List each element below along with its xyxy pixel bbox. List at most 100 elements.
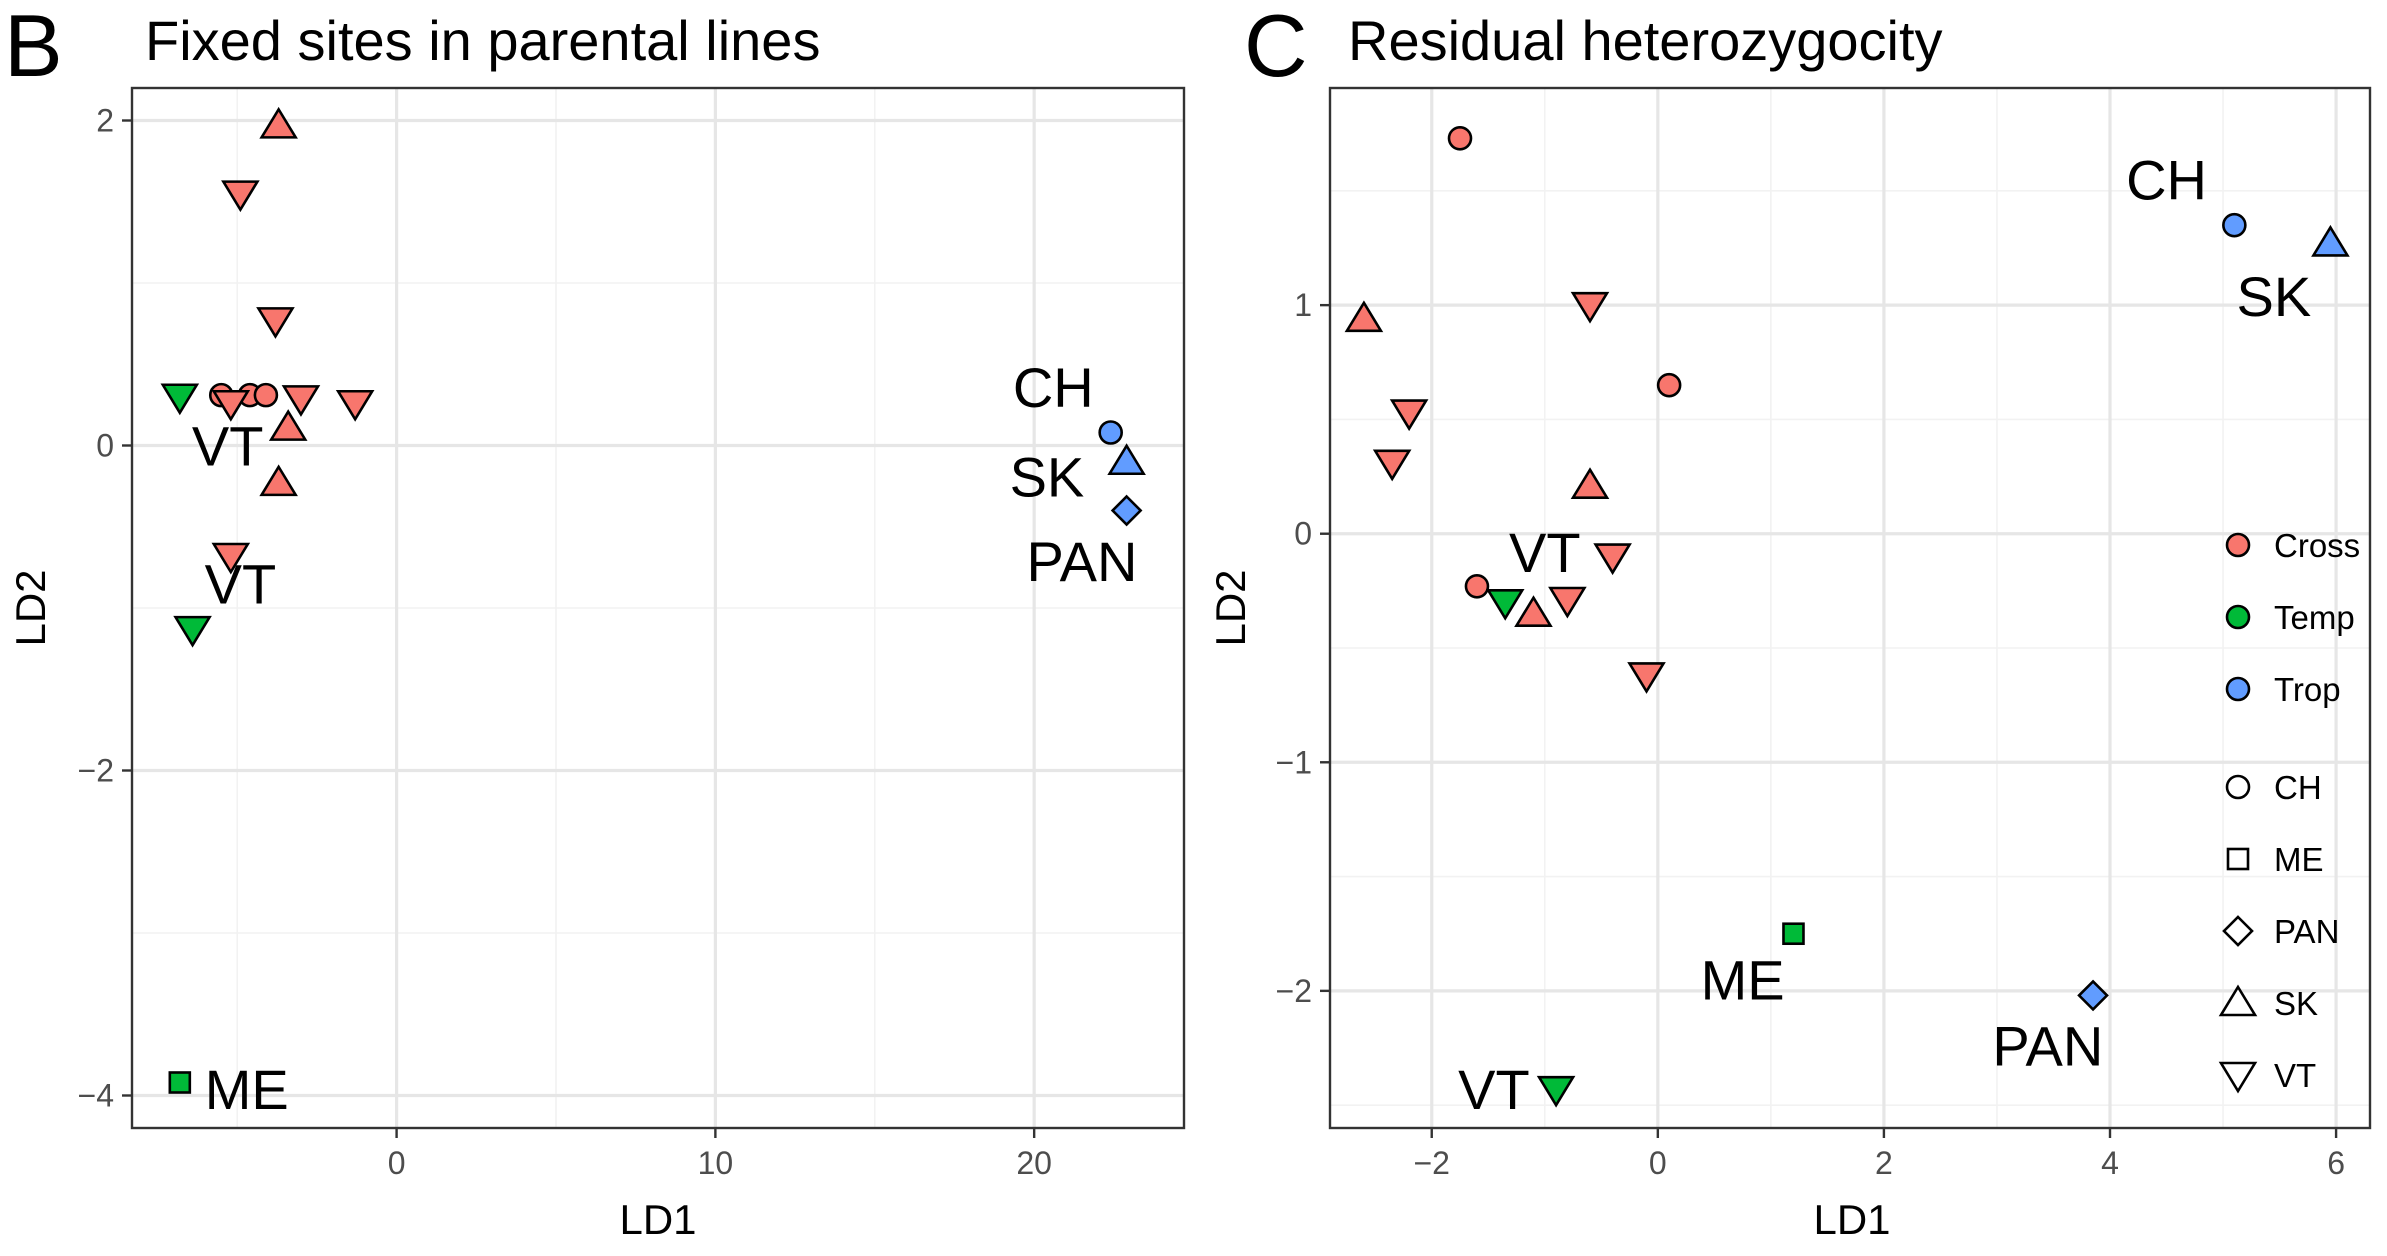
y-tick-label: −1 — [1276, 744, 1312, 780]
point-trop-ch — [1098, 420, 1123, 445]
point-temp-vt — [1536, 1075, 1576, 1108]
x-tick-label: −2 — [1413, 1145, 1449, 1181]
panel-c-grid — [1330, 88, 2370, 1128]
point-cross-sk — [1344, 300, 1384, 333]
legend-label-me: ME — [2274, 841, 2324, 878]
x-tick-label: 4 — [2101, 1145, 2119, 1181]
y-tick-label: −2 — [1276, 973, 1312, 1009]
point-temp-vt — [1485, 588, 1525, 621]
panel-c-letter: C — [1244, 0, 1308, 95]
x-tick-label: 20 — [1016, 1145, 1052, 1181]
panel-b: B Fixed sites in parental lines VT VT ME CH… — [4, 0, 1186, 1243]
legend-key-trop — [2225, 676, 2251, 702]
point-trop-sk — [2311, 224, 2350, 257]
panel-b-grid — [132, 88, 1184, 1128]
y-tick-label: −4 — [78, 1078, 114, 1114]
legend-key-ch — [2225, 774, 2251, 800]
point-cross-sk — [1514, 595, 1553, 628]
panel-c-points — [1344, 125, 2350, 1108]
point-cross-vt — [211, 542, 251, 575]
point-temp-vt — [173, 615, 212, 648]
point-cross-vt — [1389, 399, 1429, 432]
point-temp-me — [1782, 922, 1805, 946]
panel-b-points — [160, 106, 1146, 1094]
legend: Cross Temp Trop CH ME PAN SK VT — [2218, 527, 2360, 1094]
point-trop-pan — [1110, 494, 1143, 527]
legend-label-sk: SK — [2274, 985, 2318, 1022]
panel-c-plot-frame — [1328, 86, 2372, 1130]
legend-label-ch: CH — [2274, 769, 2322, 806]
panel-b-x-axis-title: LD1 — [619, 1196, 696, 1243]
panel-c-annotations: VT VT ME PAN CH SK — [1458, 148, 2311, 1121]
legend-label-temp: Temp — [2274, 599, 2355, 636]
legend-label-vt: VT — [2274, 1057, 2316, 1094]
point-cross-ch — [1464, 573, 1490, 599]
panel-c-x-axis-title: LD1 — [1813, 1196, 1890, 1243]
point-label-ch: CH — [1013, 356, 1094, 419]
x-tick-label: 0 — [388, 1145, 406, 1181]
legend-label-cross: Cross — [2274, 527, 2360, 564]
point-label-vt: VT — [205, 553, 277, 616]
point-cross-ch — [1656, 372, 1682, 398]
y-tick-label: 2 — [96, 103, 114, 139]
point-label-vt: VT — [1509, 521, 1581, 584]
point-cross-vt — [211, 389, 251, 422]
point-cross-vt — [1548, 586, 1587, 619]
panel-c-y-axis-title: LD2 — [1207, 569, 1254, 646]
point-cross-sk — [1570, 467, 1610, 500]
panel-c-title: Residual heterozygocity — [1348, 9, 1943, 72]
point-trop-sk — [1107, 443, 1146, 476]
panel-b-annotations: VT VT ME CH SK PAN — [192, 356, 1138, 1121]
panel-b-plot-frame — [130, 86, 1186, 1130]
point-cross-sk — [259, 464, 298, 497]
panel-b-y-axis-title: LD2 — [7, 569, 54, 646]
y-tick-label: −2 — [78, 753, 114, 789]
point-cross-vt — [256, 307, 295, 339]
point-label-me: ME — [205, 1058, 289, 1121]
point-label-sk: SK — [2237, 265, 2312, 328]
point-cross-vt — [221, 180, 260, 213]
x-tick-label: 0 — [1649, 1145, 1667, 1181]
panel-b-letter: B — [4, 0, 63, 95]
point-temp-me — [168, 1071, 192, 1094]
x-tick-label: 2 — [1875, 1145, 1893, 1181]
legend-key-vt — [2218, 1061, 2258, 1094]
y-tick-label: 0 — [96, 428, 114, 464]
point-label-ch: CH — [2126, 148, 2207, 211]
point-temp-vt — [160, 383, 200, 416]
legend-key-pan — [2222, 915, 2254, 947]
point-label-vt: VT — [192, 415, 264, 478]
panel-b-title: Fixed sites in parental lines — [145, 9, 820, 72]
point-label-sk: SK — [1010, 445, 1085, 508]
y-tick-label: 0 — [1294, 516, 1312, 552]
x-tick-label: 10 — [698, 1145, 734, 1181]
legend-key-me — [2226, 847, 2250, 871]
point-cross-vt — [335, 389, 375, 422]
point-label-pan: PAN — [1026, 530, 1137, 593]
point-cross-vt — [1372, 449, 1412, 482]
point-cross-vt — [1627, 662, 1666, 694]
point-cross-ch — [1447, 125, 1473, 151]
point-cross-vt — [1570, 291, 1610, 324]
point-cross-vt — [281, 385, 321, 417]
point-cross-ch — [253, 382, 279, 408]
point-cross-sk — [268, 409, 308, 441]
legend-key-cross — [2225, 532, 2251, 558]
point-label-vt: VT — [1458, 1058, 1530, 1121]
x-tick-label: 6 — [2327, 1145, 2345, 1181]
legend-label-trop: Trop — [2274, 671, 2341, 708]
legend-key-temp — [2225, 604, 2251, 630]
point-trop-ch — [2222, 212, 2247, 238]
point-cross-vt — [1593, 543, 1632, 576]
panel-c-ticks: −2 0 2 4 6 1 0 −1 −2 — [1276, 287, 2345, 1181]
point-cross-sk — [259, 106, 298, 139]
legend-label-pan: PAN — [2274, 913, 2339, 950]
panel-c: C Residual heterozygocity VTVTMEPANCHSK … — [1207, 0, 2372, 1243]
y-tick-label: 1 — [1294, 287, 1312, 323]
legend-key-sk — [2218, 984, 2258, 1017]
point-trop-pan — [2077, 979, 2109, 1012]
point-label-me: ME — [1701, 948, 1785, 1011]
point-label-pan: PAN — [1992, 1015, 2103, 1078]
